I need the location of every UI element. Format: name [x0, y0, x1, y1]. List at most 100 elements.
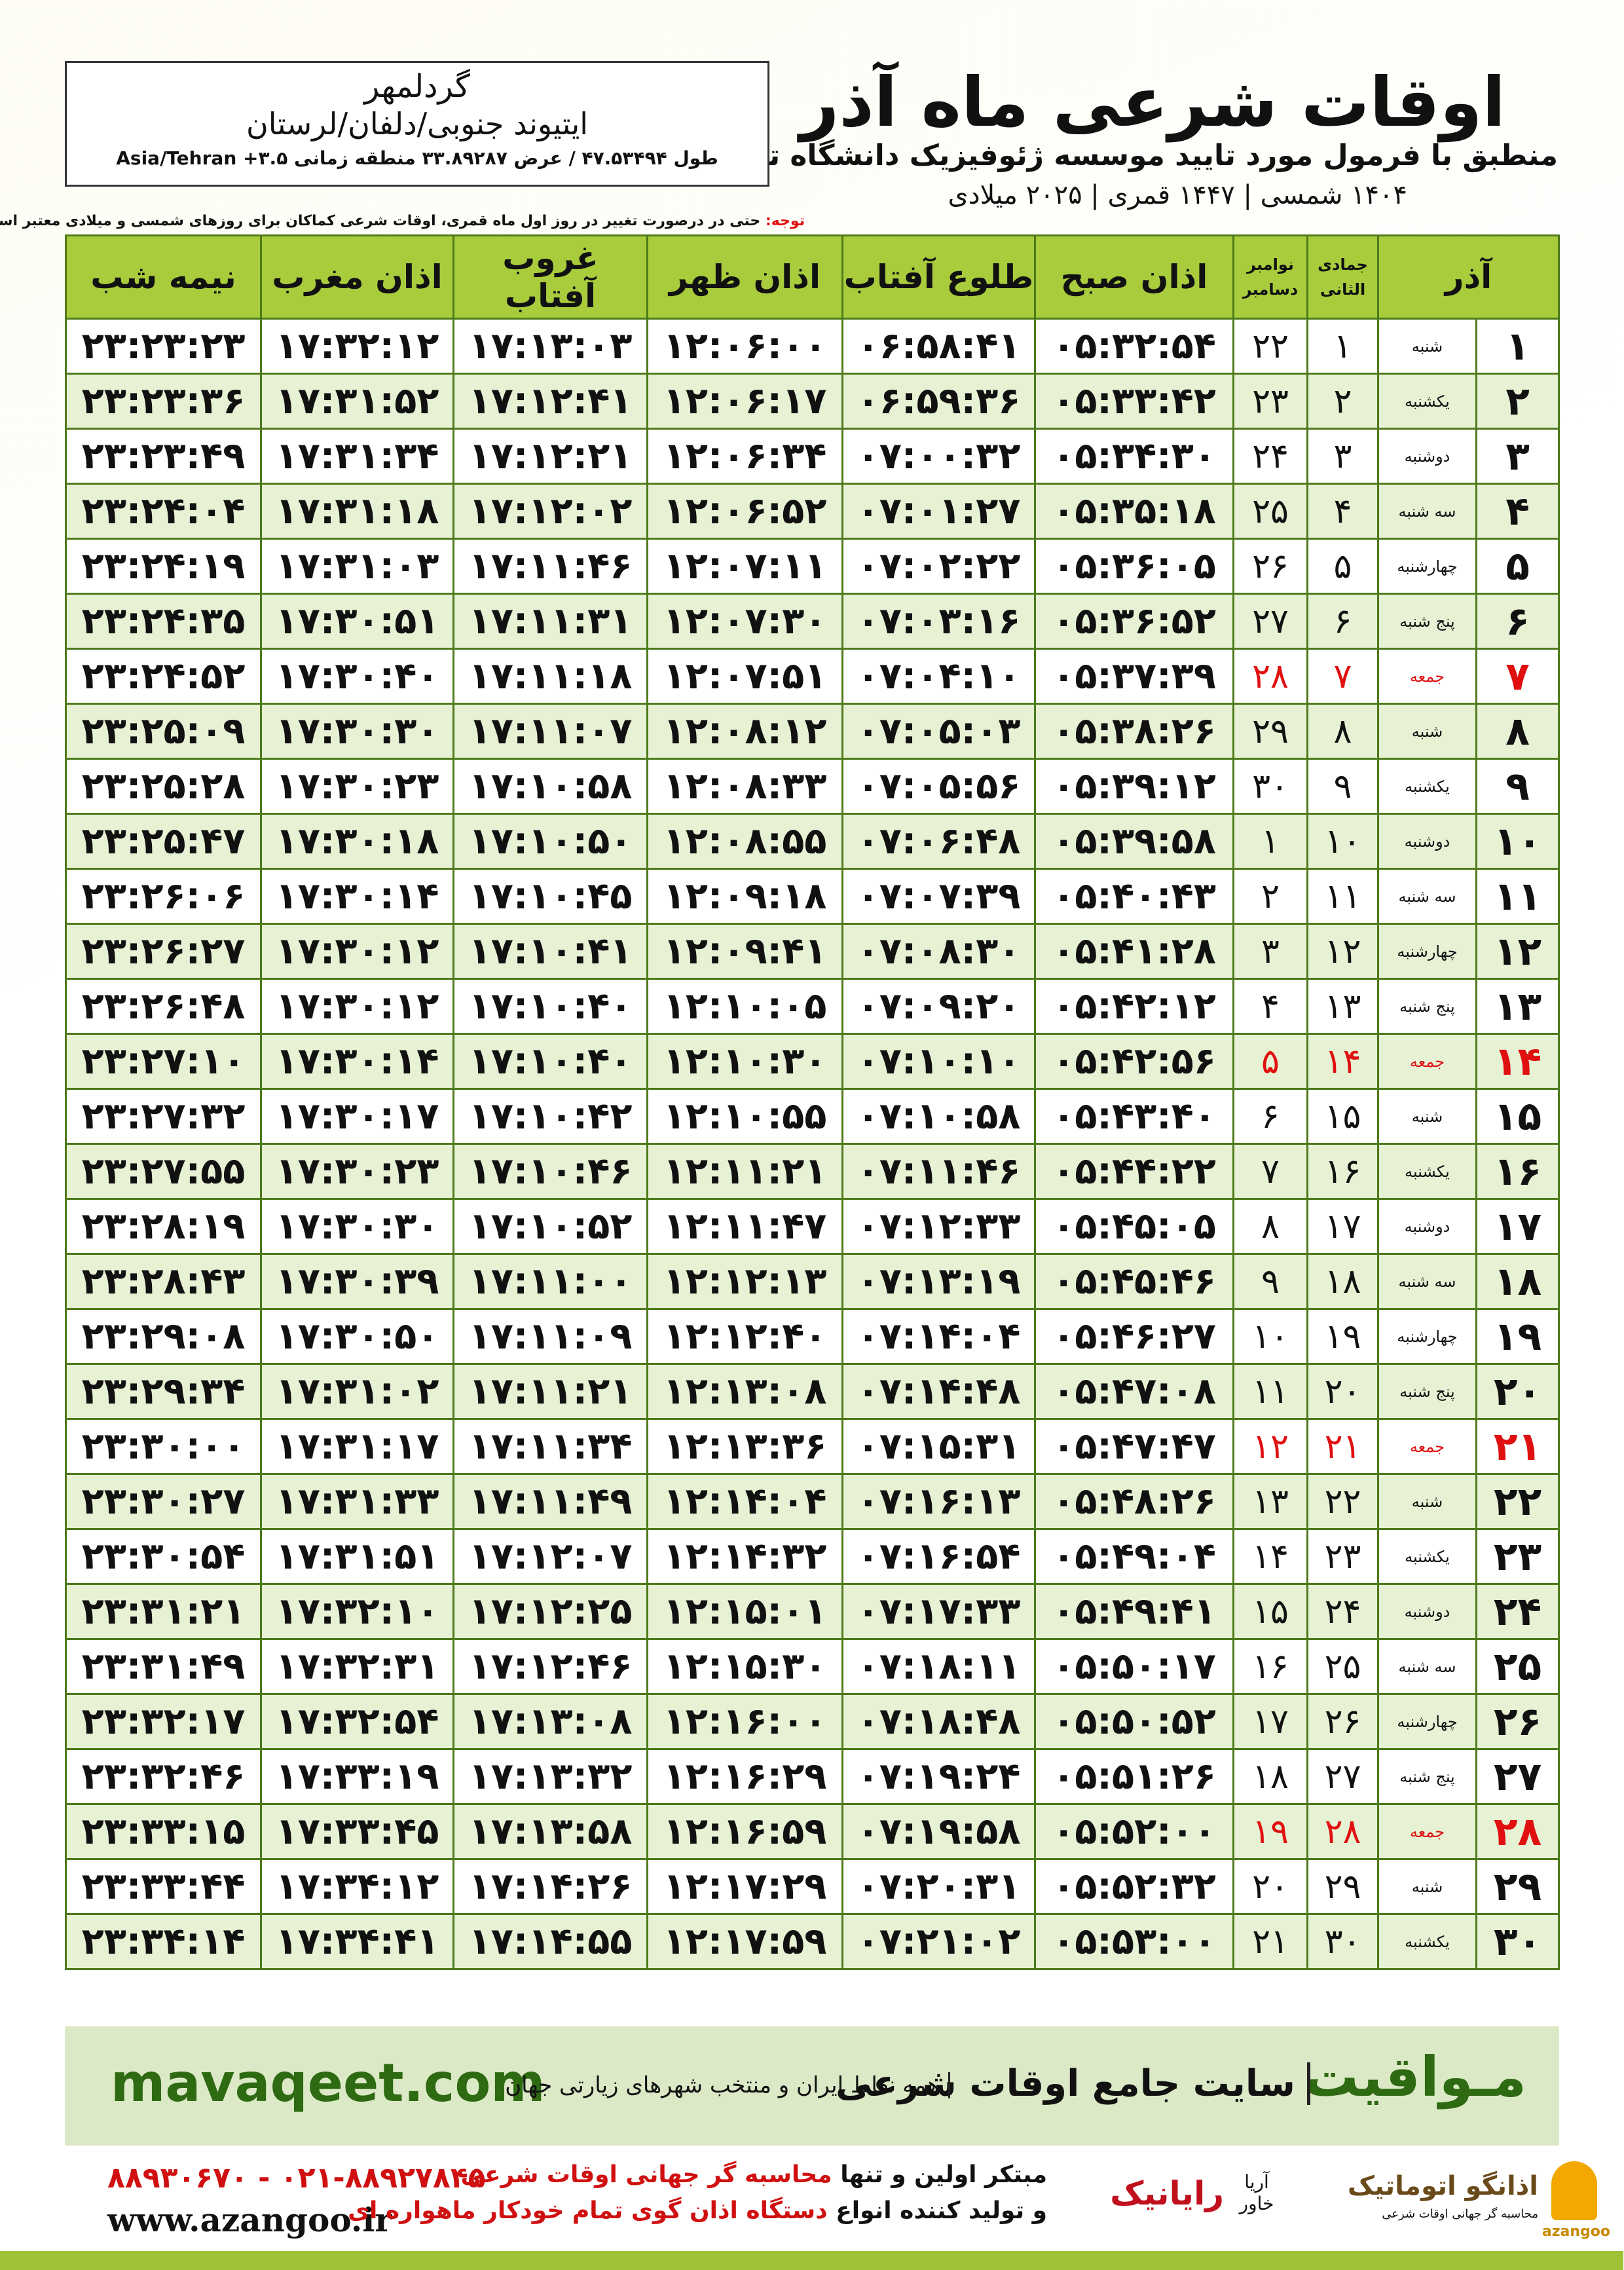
- cell: ۲۵: [1307, 1638, 1380, 1695]
- header-time: اذان صبح: [1035, 234, 1235, 320]
- cell: ۱۷:۱۲:۲۵: [453, 1583, 649, 1640]
- cell: ۱۲:۱۷:۵۹: [647, 1913, 844, 1970]
- cell: ۲۳:۳۲:۴۶: [65, 1748, 263, 1805]
- cell: ۱۲:۱۲:۴۰: [647, 1308, 844, 1365]
- cell: ۱۲:۰۶:۵۲: [647, 483, 844, 540]
- cell: چهارشنبه: [1378, 1308, 1478, 1365]
- cell: ۰۵:۳۲:۵۴: [1035, 318, 1235, 375]
- row: ۲۵ سه شنبه ۲۵ ۱۶ ۰۵:۵۰:۱۷ ۰۷:۱۸:۱۱ ۱۲:۱۵:۳۰ ۱۷:…: [65, 1638, 1560, 1695]
- cell: ۱۹: [1307, 1308, 1380, 1365]
- row: ۶ پنج شنبه ۶ ۲۷ ۰۵:۳۶:۵۲ ۰۷:۰۳:۱۶ ۱۲:۰۷:۳۰ ۱۷:۱…: [65, 593, 1560, 650]
- cell: ۲۳: [1307, 1528, 1380, 1585]
- cell: ۰۷:۰۹:۲۰: [842, 978, 1037, 1035]
- row: ۲۷ پنج شنبه ۲۷ ۱۸ ۰۵:۵۱:۲۶ ۰۷:۱۹:۲۴ ۱۲:۱۶:۲۹ ۱۷…: [65, 1748, 1560, 1805]
- cell: ۲۴: [1476, 1583, 1560, 1640]
- row: ۱۸ سه شنبه ۱۸ ۹ ۰۵:۴۵:۴۶ ۰۷:۱۳:۱۹ ۱۲:۱۲:۱۳ ۱۷:۱…: [65, 1253, 1560, 1310]
- cell: ۰۵:۴۱:۲۸: [1035, 923, 1235, 980]
- years: ۱۴۰۴ شمسی | ۱۴۴۷ قمری | ۲۰۲۵ میلادی: [948, 180, 1408, 210]
- cell: ۳: [1476, 428, 1560, 485]
- cell: ۲۳:۳۰:۵۴: [65, 1528, 263, 1585]
- cell: جمعه: [1378, 1803, 1478, 1860]
- bottom-bar: [0, 2251, 1624, 2270]
- cell: ۲۹: [1307, 1858, 1380, 1915]
- cell: یکشنبه: [1378, 1913, 1478, 1970]
- cell: ۱۷:۱۱:۰۷: [453, 703, 649, 760]
- cell: ۰۶:۵۸:۴۱: [842, 318, 1037, 375]
- cell: سه شنبه: [1378, 483, 1478, 540]
- cell: ۰۷:۲۰:۳۱: [842, 1858, 1037, 1915]
- row: ۲۳ یکشنبه ۲۳ ۱۴ ۰۵:۴۹:۰۴ ۰۷:۱۶:۵۴ ۱۲:۱۴:۳۲ ۱۷:۱…: [65, 1528, 1560, 1585]
- cell: ۱۸: [1233, 1748, 1309, 1805]
- cell: ۲۶: [1233, 538, 1309, 595]
- cell: ۰۵:۴۴:۲۲: [1035, 1143, 1235, 1200]
- cell: ۱۲:۰۹:۴۱: [647, 923, 844, 980]
- cell: ۱۲:۰۸:۳۳: [647, 758, 844, 815]
- row: ۷ جمعه ۷ ۲۸ ۰۵:۳۷:۳۹ ۰۷:۰۴:۱۰ ۱۲:۰۷:۵۱ ۱۷:۱۱:۱۸…: [65, 648, 1560, 705]
- row: ۱۳ پنج شنبه ۱۳ ۴ ۰۵:۴۲:۱۲ ۰۷:۰۹:۲۰ ۱۲:۱۰:۰۵ ۱۷:…: [65, 978, 1560, 1035]
- header-time: اذان ظهر: [647, 234, 844, 320]
- cell: ۲۹: [1476, 1858, 1560, 1915]
- row: ۱۵ شنبه ۱۵ ۶ ۰۵:۴۳:۴۰ ۰۷:۱۰:۵۸ ۱۲:۱۰:۵۵ ۱۷:۱۰:۴…: [65, 1088, 1560, 1145]
- cell: ۱۷:۱۲:۰۲: [453, 483, 649, 540]
- cell: ۰۷:۱۸:۴۸: [842, 1693, 1037, 1750]
- cell: ۲۸: [1233, 648, 1309, 705]
- header-azar: آذر: [1378, 234, 1560, 320]
- location-coords: طول ۴۷.۵۳۴۹۴ / عرض ۳۳.۸۹۲۸۷ منطقه زمانی …: [117, 147, 719, 169]
- cell: ۱۱: [1233, 1363, 1309, 1420]
- cell: ۱۲:۰۷:۵۱: [647, 648, 844, 705]
- cell: ۱۷:۱۰:۴۵: [453, 868, 649, 925]
- cell: ۲۳:۲۳:۲۳: [65, 318, 263, 375]
- cell: ۱۷:۳۲:۵۴: [261, 1693, 455, 1750]
- cell: ۱۷:۳۲:۱۰: [261, 1583, 455, 1640]
- cell: ۲۳:۳۰:۲۷: [65, 1473, 263, 1530]
- cell: ۲۲: [1233, 318, 1309, 375]
- cell: ۲۳:۲۷:۱۰: [65, 1033, 263, 1090]
- cell: ۱۷:۳۰:۲۳: [261, 758, 455, 815]
- row: ۳۰ یکشنبه ۳۰ ۲۱ ۰۵:۵۳:۰۰ ۰۷:۲۱:۰۲ ۱۲:۱۷:۵۹ ۱۷:۱…: [65, 1913, 1560, 1970]
- cell: ۱۲:۱۳:۳۶: [647, 1418, 844, 1475]
- cell: ۱۷:۳۰:۲۳: [261, 1143, 455, 1200]
- cell: ۰۷:۰۸:۳۰: [842, 923, 1037, 980]
- cell: ۲۳:۲۵:۰۹: [65, 703, 263, 760]
- cell: ۲۳:۲۴:۳۵: [65, 593, 263, 650]
- cell: ۱: [1233, 813, 1309, 870]
- footer-line: و تولید کننده انواع دستگاه اذان گوی تمام…: [348, 2197, 1048, 2224]
- cell: ۱۷:۱۲:۰۷: [453, 1528, 649, 1585]
- cell: ۱۷:۱۱:۱۸: [453, 648, 649, 705]
- cell: ۰۷:۱۰:۱۰: [842, 1033, 1037, 1090]
- cell: ۱۴: [1476, 1033, 1560, 1090]
- cell: ۰۵:۳۹:۵۸: [1035, 813, 1235, 870]
- cell: ۱۷:۳۰:۱۴: [261, 868, 455, 925]
- cell: دوشنبه: [1378, 1583, 1478, 1640]
- cell: ۱۷:۳۰:۴۰: [261, 648, 455, 705]
- cell: ۱۱: [1476, 868, 1560, 925]
- cell: ۰۵:۴۶:۲۷: [1035, 1308, 1235, 1365]
- header-time: طلوع آفتاب: [842, 234, 1037, 320]
- cell: شنبه: [1378, 1088, 1478, 1145]
- cell: ۰۷:۰۵:۵۶: [842, 758, 1037, 815]
- cell: ۰۵:۴۸:۲۶: [1035, 1473, 1235, 1530]
- cell: ۱۲:۱۴:۰۴: [647, 1473, 844, 1530]
- cell: ۰۷:۱۸:۱۱: [842, 1638, 1037, 1695]
- cell: ۲۲: [1307, 1473, 1380, 1530]
- title: اوقات شرعی ماه آذر: [800, 62, 1506, 142]
- banner-url[interactable]: mavaqeet.com: [111, 2053, 546, 2113]
- cell: ۱۳: [1233, 1473, 1309, 1530]
- cell: ۰۵:۴۹:۰۴: [1035, 1528, 1235, 1585]
- logo-icon: [1552, 2161, 1598, 2220]
- cell: ۲۸: [1476, 1803, 1560, 1860]
- website[interactable]: www.azangoo.ir: [108, 2201, 393, 2239]
- cell: ۱۷:۳۰:۵۰: [261, 1308, 455, 1365]
- cell: ۱۲:۱۷:۲۹: [647, 1858, 844, 1915]
- cell: ۱۷:۱۱:۲۱: [453, 1363, 649, 1420]
- cell: ۱۷:۳۱:۰۳: [261, 538, 455, 595]
- cell: ۰۷:۰۶:۴۸: [842, 813, 1037, 870]
- cell: ۰۶:۵۹:۳۶: [842, 373, 1037, 430]
- cell: ۸: [1233, 1198, 1309, 1255]
- subtitle: منطبق با فرمول مورد تایید موسسه ژئوفیزیک…: [698, 139, 1559, 172]
- cell: ۲۳:۲۴:۵۲: [65, 648, 263, 705]
- cell: ۷: [1476, 648, 1560, 705]
- cell: پنج شنبه: [1378, 593, 1478, 650]
- cell: ۲: [1233, 868, 1309, 925]
- cell: ۲۳:۲۷:۵۵: [65, 1143, 263, 1200]
